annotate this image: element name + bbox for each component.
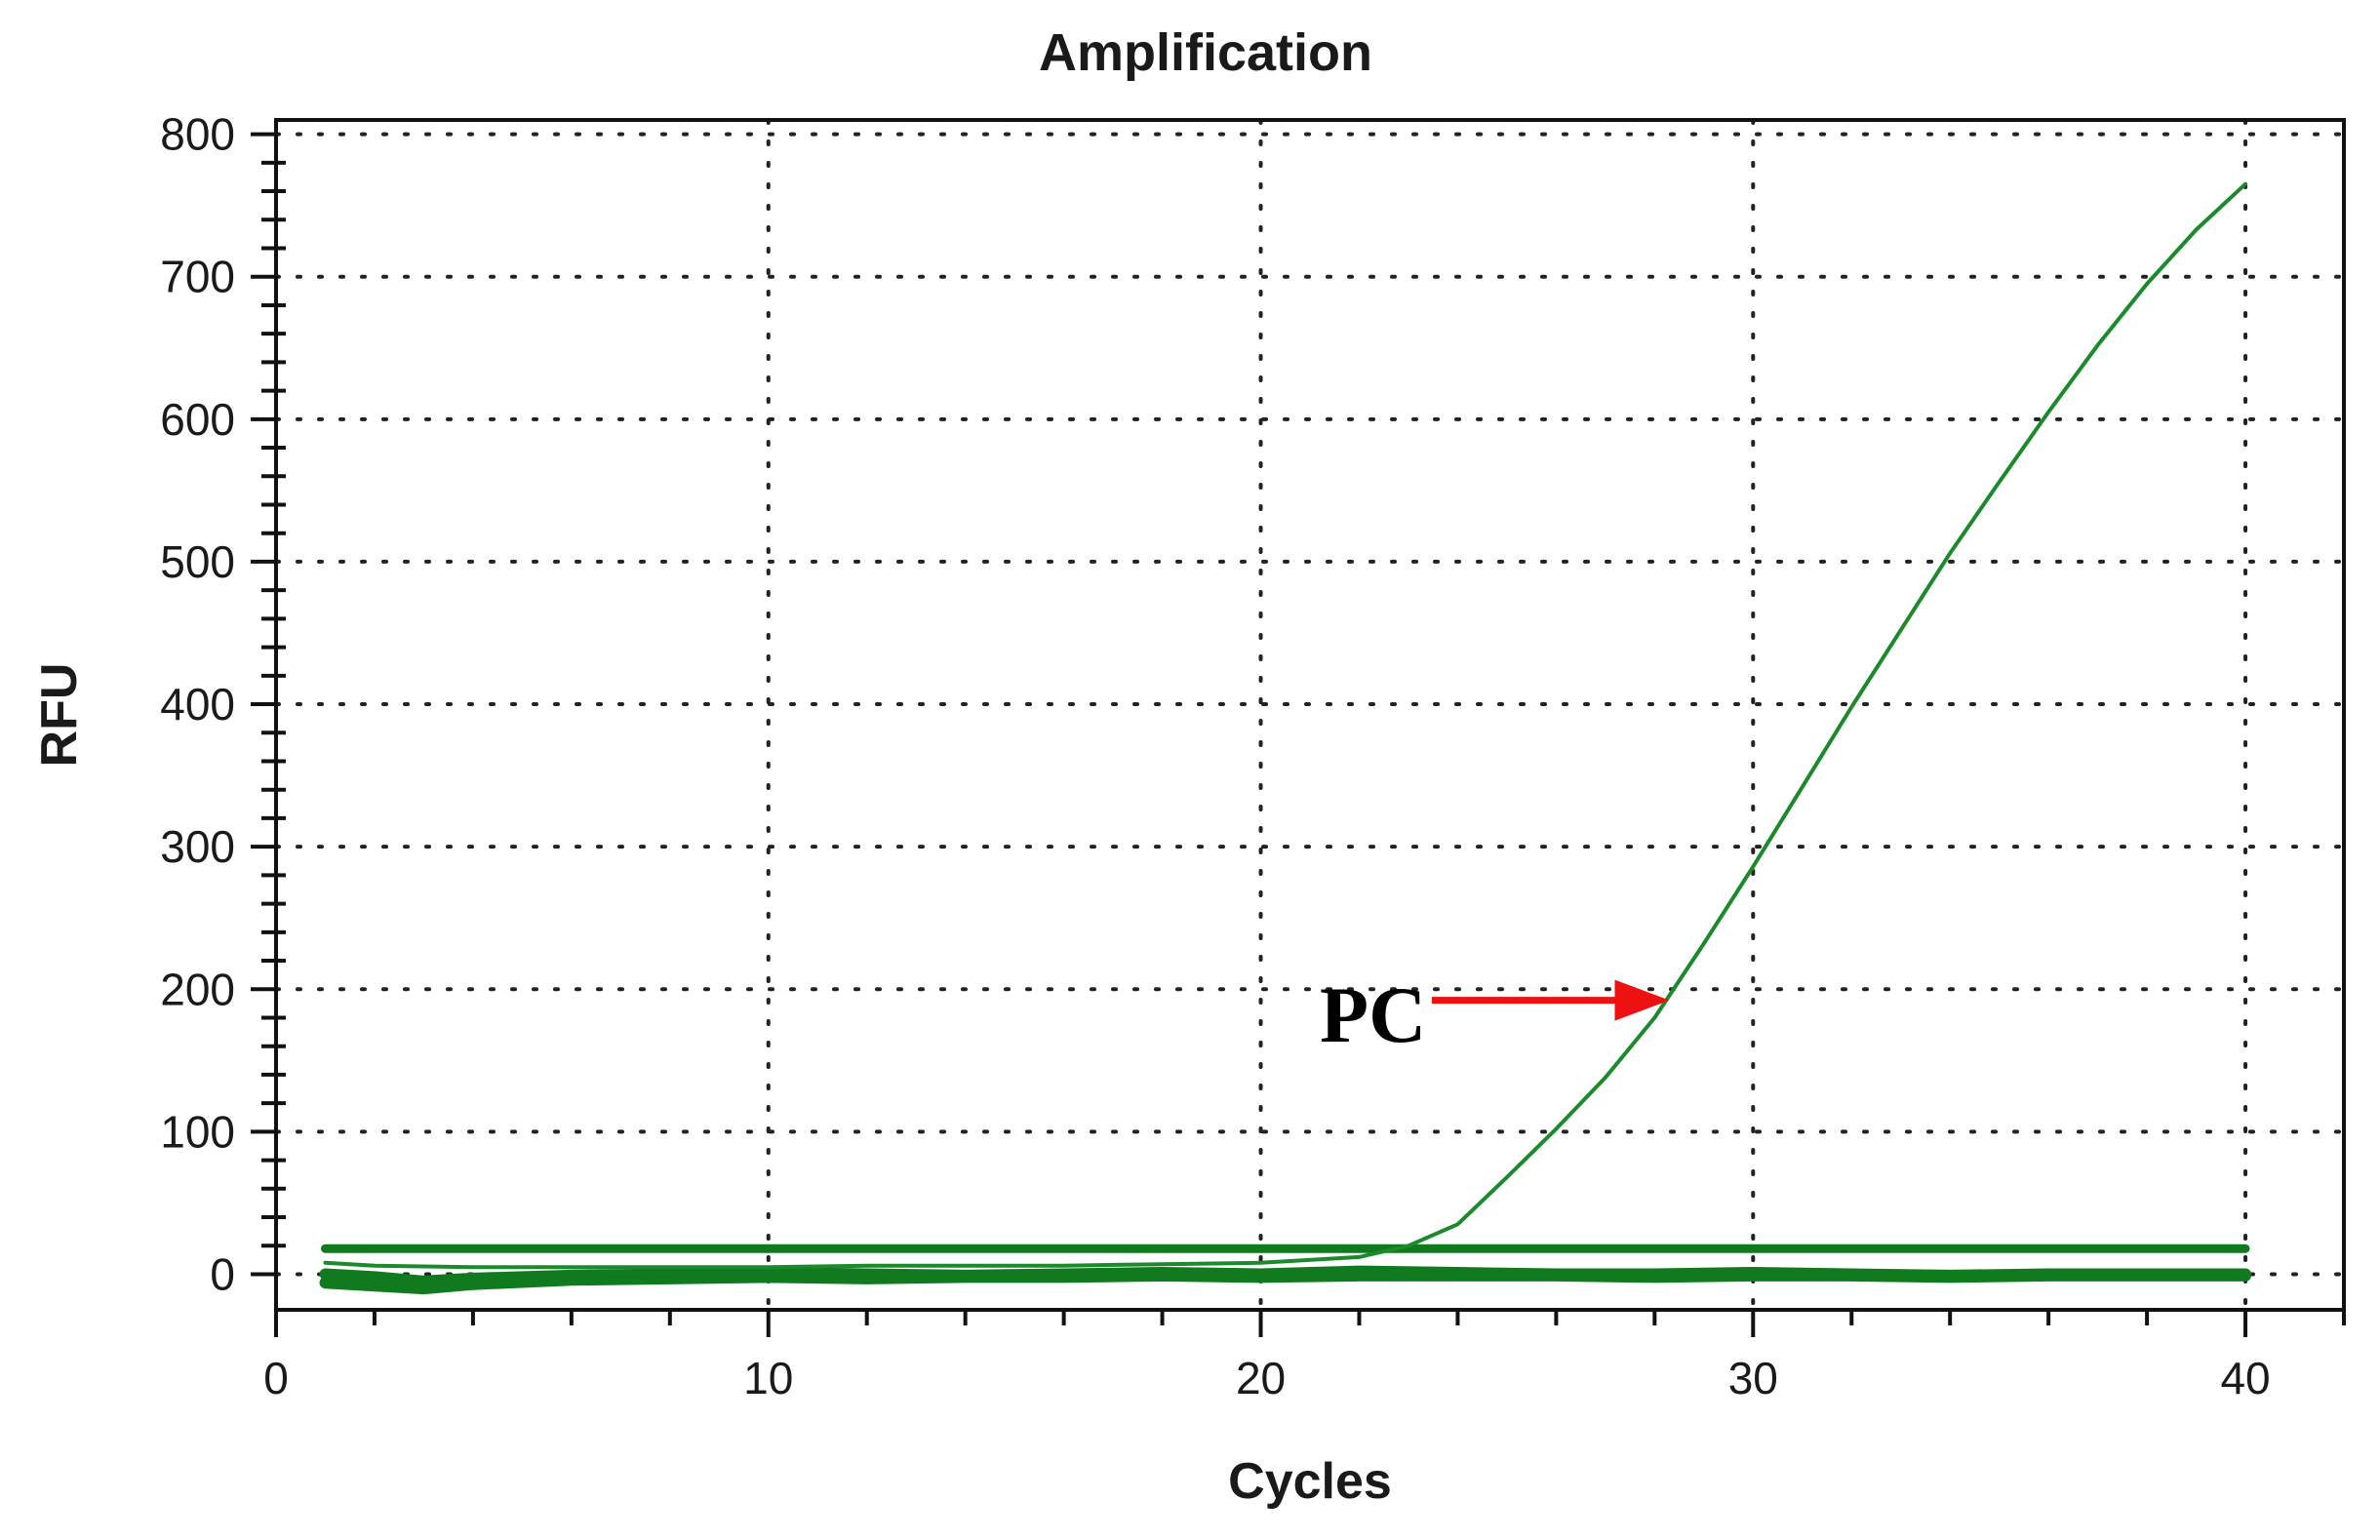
y-tick-labels: 0 100 200 300 400 500 600 700 800: [160, 109, 235, 1300]
y-tick-label: 600: [160, 394, 235, 445]
y-tick-label: 700: [160, 252, 235, 302]
x-tick-label: 30: [1728, 1353, 1778, 1403]
y-tick-label: 0: [210, 1248, 235, 1299]
baseline-curve: [319, 1265, 2251, 1287]
y-tick-label: 400: [160, 679, 235, 730]
x-tick-label: 10: [743, 1353, 793, 1403]
series-layer: [319, 181, 2251, 1295]
annotation-layer: PC: [1320, 970, 1670, 1059]
pc-arrow-head: [1614, 979, 1670, 1021]
x-tick-label: 40: [2220, 1353, 2270, 1403]
x-tick-label: 20: [1236, 1353, 1286, 1403]
y-tick-label: 100: [160, 1106, 235, 1157]
x-tick-labels: 0 10 20 30 40: [263, 1353, 2270, 1403]
y-tick-label: 200: [160, 964, 235, 1014]
plot-frame: [274, 118, 2346, 1312]
minor-ticks: [251, 132, 2346, 1337]
y-tick-label: 800: [160, 109, 235, 160]
x-axis-title: Cycles: [1228, 1453, 1392, 1510]
amplification-curve: [323, 181, 2247, 1270]
x-tick-label: 0: [263, 1353, 289, 1403]
y-tick-label: 500: [160, 536, 235, 587]
pc-annotation-label: PC: [1320, 970, 1426, 1059]
chart-title: Amplification: [1039, 23, 1372, 82]
y-axis-title: RFU: [31, 663, 88, 768]
y-tick-label: 300: [160, 821, 235, 872]
